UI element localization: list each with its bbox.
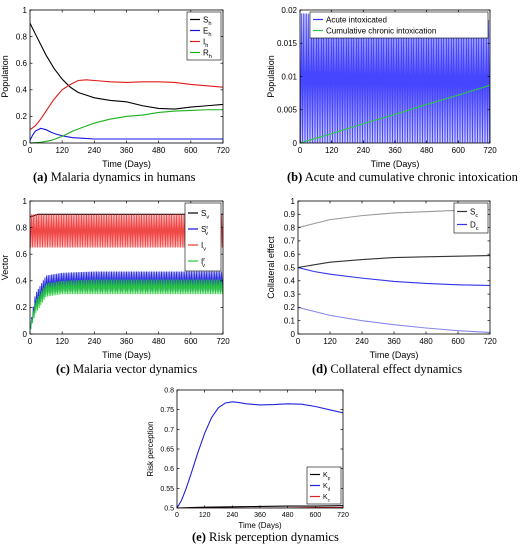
x-tick-label: 600 xyxy=(184,337,198,346)
x-tick-label: 0 xyxy=(296,337,301,346)
y-axis-label: Population xyxy=(266,55,276,98)
y-tick-label: 0.5 xyxy=(284,263,296,272)
y-tick-label: 0.4 xyxy=(16,86,28,95)
caption-a: (a) Malaria dynamics in humans xyxy=(33,170,195,185)
chart-panel-e: 0 120 240 360 480 600 720 0.5 0.55 0.6 0.65 0.7 0.75… xyxy=(146,387,349,530)
x-tick-label: 0 xyxy=(298,146,303,155)
x-tick-label: 720 xyxy=(483,337,497,346)
x-tick-label: 480 xyxy=(152,337,166,346)
x-tick-label: 360 xyxy=(120,146,134,155)
y-tick-label: 0.5 xyxy=(164,505,174,512)
legend: Acute intoxicated Cumulative chronic into… xyxy=(310,12,488,38)
chart-panel-c: 0 120 240 360 480 600 720 0 0.2 0.4 0.6 0.8 1 Time (D… xyxy=(0,197,230,360)
y-axis-label: Collateral effect xyxy=(266,236,276,299)
chart-panel-a: 0 120 240 360 480 600 720 0 0.2 0.4 0.6 0.8 1 Time (D… xyxy=(0,6,230,169)
x-tick-label: 0 xyxy=(28,146,33,155)
x-tick-label: 120 xyxy=(199,512,211,519)
y-tick-label: 0.6 xyxy=(284,250,296,259)
y-tick-label: 0.8 xyxy=(16,32,28,41)
caption-b: (b) Acute and cumulative chronic intoxic… xyxy=(287,170,518,185)
y-tick-label: 0 xyxy=(293,139,298,148)
x-tick-label: 240 xyxy=(88,337,102,346)
x-tick-label: 240 xyxy=(88,146,102,155)
x-tick-label: 120 xyxy=(325,146,339,155)
y-tick-label: 0.1 xyxy=(284,317,296,326)
x-tick-label: 720 xyxy=(483,146,497,155)
x-tick-label: 480 xyxy=(420,146,434,155)
x-tick-label: 600 xyxy=(309,512,321,519)
y-tick-label: 0.4 xyxy=(16,277,28,286)
y-tick-label: 0.2 xyxy=(16,112,28,121)
y-tick-label: 0.7 xyxy=(164,427,174,434)
x-tick-label: 600 xyxy=(451,337,465,346)
caption-d: (d) Collateral effect dynamics xyxy=(312,362,462,377)
x-tick-label: 360 xyxy=(120,337,134,346)
y-axis-label: Vector xyxy=(0,255,10,281)
y-tick-label: 0.6 xyxy=(16,250,28,259)
y-tick-label: 0 xyxy=(291,330,296,339)
x-axis-label: Time (Days) xyxy=(102,350,151,360)
y-tick-label: 0.01 xyxy=(281,72,297,81)
caption-c: (c) Malaria vector dynamics xyxy=(56,362,197,377)
y-tick-label: 0.65 xyxy=(160,446,174,453)
x-tick-label: 360 xyxy=(388,146,402,155)
legend-label: Acute intoxicated xyxy=(326,15,387,24)
x-axis-label: Time (Days) xyxy=(371,159,420,169)
x-axis-label: Time (Days) xyxy=(238,521,282,530)
caption-e: (e) Risk perception dynamics xyxy=(192,530,339,545)
x-tick-label: 120 xyxy=(323,337,337,346)
x-tick-label: 240 xyxy=(355,337,369,346)
y-tick-label: 0.2 xyxy=(284,303,296,312)
x-tick-label: 120 xyxy=(55,337,69,346)
y-tick-label: 0.8 xyxy=(164,387,174,394)
y-tick-label: 1 xyxy=(23,197,28,206)
x-axis-label: Time (Days) xyxy=(102,159,151,169)
y-tick-label: 1 xyxy=(23,6,28,15)
y-tick-label: 0.3 xyxy=(284,290,296,299)
y-tick-label: 0.7 xyxy=(284,237,296,246)
x-tick-label: 360 xyxy=(254,512,266,519)
y-tick-label: 0.8 xyxy=(284,223,296,232)
y-tick-label: 0.6 xyxy=(164,466,174,473)
y-axis-label: Risk perception xyxy=(146,421,155,476)
y-tick-label: 0.6 xyxy=(16,59,28,68)
legend-label: Cumulative chronic intoxication xyxy=(326,26,436,35)
x-tick-label: 240 xyxy=(226,512,238,519)
x-tick-label: 720 xyxy=(216,146,230,155)
y-tick-label: 0.55 xyxy=(160,486,174,493)
x-tick-label: 720 xyxy=(337,512,349,519)
y-tick-label: 0 xyxy=(23,139,28,148)
x-tick-label: 480 xyxy=(419,337,433,346)
y-tick-label: 0.75 xyxy=(160,407,174,414)
x-tick-label: 600 xyxy=(184,146,198,155)
chart-panel-d: 0 120 240 360 480 600 720 0 0.1 0.2 0.3 0.4 0.5 0.6 0.… xyxy=(266,197,497,360)
x-tick-label: 0 xyxy=(28,337,33,346)
x-tick-label: 360 xyxy=(387,337,401,346)
x-tick-label: 480 xyxy=(282,512,294,519)
x-tick-label: 600 xyxy=(452,146,466,155)
x-tick-label: 480 xyxy=(152,146,166,155)
y-tick-label: 0.8 xyxy=(16,223,28,232)
y-tick-label: 1 xyxy=(291,197,296,206)
y-axis-label: Population xyxy=(0,55,10,98)
x-tick-label: 720 xyxy=(216,337,230,346)
y-tick-label: 0.9 xyxy=(284,210,296,219)
y-tick-label: 0.2 xyxy=(16,303,28,312)
y-tick-label: 0 xyxy=(23,330,28,339)
chart-panel-b: 0 120 240 360 480 600 720 0 0.005 0.01 0.015 0.02 Ti… xyxy=(266,6,497,169)
x-tick-label: 240 xyxy=(357,146,371,155)
y-tick-label: 0.005 xyxy=(277,106,298,115)
x-tick-label: 120 xyxy=(55,146,69,155)
x-axis-label: Time (Days) xyxy=(370,350,419,360)
y-tick-label: 0.015 xyxy=(277,39,298,48)
x-tick-label: 0 xyxy=(175,512,179,519)
y-tick-label: 0.4 xyxy=(284,277,296,286)
y-tick-label: 0.02 xyxy=(281,6,297,15)
